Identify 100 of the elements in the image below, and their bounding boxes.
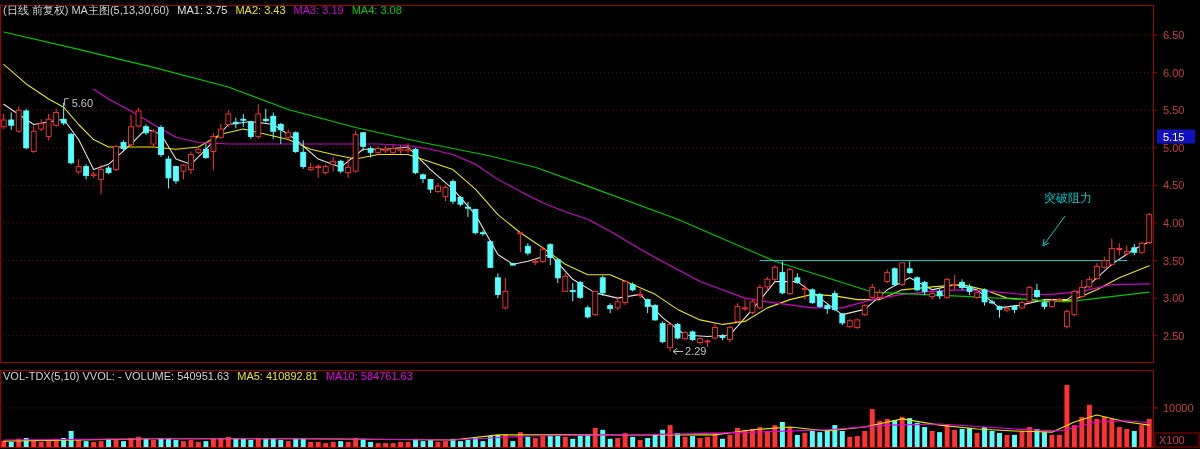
y-tick-label: 5.00: [1163, 141, 1185, 154]
bar: [944, 425, 950, 447]
candlestick: [779, 260, 786, 295]
bar: [570, 438, 576, 447]
bar: [697, 438, 703, 447]
candlestick: [929, 290, 936, 301]
y-tick-label: 5.50: [1163, 104, 1185, 117]
bar: [1079, 416, 1085, 447]
line-series: [93, 88, 1150, 309]
y-tick-label: 10000: [1163, 401, 1194, 414]
bar: [847, 436, 853, 447]
candlestick: [502, 277, 509, 310]
bar: [839, 430, 845, 447]
y-tick-label: 2.50: [1163, 329, 1185, 342]
candlestick: [277, 122, 284, 145]
candlestick: [592, 290, 599, 317]
bar: [952, 429, 958, 447]
candlestick: [831, 290, 838, 312]
bar: [862, 430, 868, 447]
bar: [540, 436, 546, 447]
y-axis-title: X100: [1159, 434, 1185, 446]
bar: [293, 438, 299, 447]
candlestick: [345, 158, 352, 179]
bar: [1101, 416, 1107, 447]
candlestick: [360, 131, 367, 152]
bar: [764, 430, 770, 447]
bar: [802, 432, 808, 447]
text: MA5: 410892.81: [237, 370, 318, 382]
y-tick-label: 6.00: [1163, 66, 1185, 79]
candlestick: [292, 130, 299, 154]
bar: [225, 436, 231, 447]
bar: [997, 432, 1002, 447]
bar: [562, 436, 568, 447]
candlestick: [420, 172, 426, 184]
bar: [121, 441, 127, 447]
bar: [180, 441, 186, 447]
candlestick: [659, 320, 666, 344]
bar: [91, 441, 97, 447]
bar: [929, 430, 935, 447]
bar: [1116, 427, 1122, 447]
candlestick: [547, 242, 554, 266]
bar: [547, 434, 553, 447]
bar: [151, 439, 156, 447]
bar: [1086, 404, 1092, 447]
line-series: [3, 63, 1150, 325]
bar: [794, 434, 800, 447]
bar: [1146, 418, 1152, 447]
bar: [31, 441, 37, 447]
bar: [637, 439, 643, 447]
bar: [83, 441, 89, 447]
bar: [532, 438, 538, 447]
bar: [323, 443, 329, 447]
bar: [98, 441, 104, 447]
bar: [390, 443, 396, 447]
candlestick: [30, 124, 37, 154]
bar: [1124, 429, 1130, 447]
bar: [510, 441, 516, 447]
bar: [1094, 418, 1100, 447]
chart-title: VOL-TDX(5,10) VVOL: - VOLUME: 540951.63: [3, 370, 230, 382]
annotation: 5.60: [71, 96, 94, 109]
bar: [8, 441, 14, 447]
bar: [682, 436, 688, 447]
candlestick: [891, 266, 898, 287]
bar: [480, 441, 486, 447]
bar: [967, 427, 973, 447]
text: MA3: 3.19: [293, 4, 344, 16]
bar: [210, 438, 216, 447]
bar: [1012, 434, 1017, 447]
bar: [974, 432, 980, 447]
bar: [278, 439, 284, 447]
bar: [368, 441, 374, 447]
bar: [817, 432, 823, 447]
bar: [1064, 384, 1070, 447]
bar: [1109, 418, 1115, 447]
bar: [405, 441, 411, 447]
bar: [1071, 425, 1077, 447]
candlestick: [599, 275, 606, 297]
bar: [779, 421, 785, 447]
bar: [38, 441, 44, 447]
bar: [383, 443, 389, 447]
bar: [428, 439, 433, 447]
bar: [248, 439, 254, 447]
annotation: 突破阻力: [1044, 191, 1092, 205]
annotation: 2.29: [685, 345, 707, 358]
bar: [173, 439, 179, 447]
candlestick: [300, 139, 307, 170]
bar: [869, 409, 875, 447]
bar: [203, 441, 209, 447]
bar: [457, 441, 463, 447]
candlestick: [899, 261, 906, 287]
candlestick: [494, 272, 501, 299]
bar: [690, 436, 696, 447]
candlestick: [801, 284, 808, 301]
y-tick-label: 6.50: [1163, 29, 1185, 42]
text: MA2: 3.43: [235, 4, 286, 16]
bar: [907, 418, 913, 447]
bar: [195, 441, 201, 447]
bar: [330, 441, 336, 447]
y-tick-label: 5.15: [1163, 130, 1185, 143]
text: MA4: 3.08: [351, 4, 402, 16]
